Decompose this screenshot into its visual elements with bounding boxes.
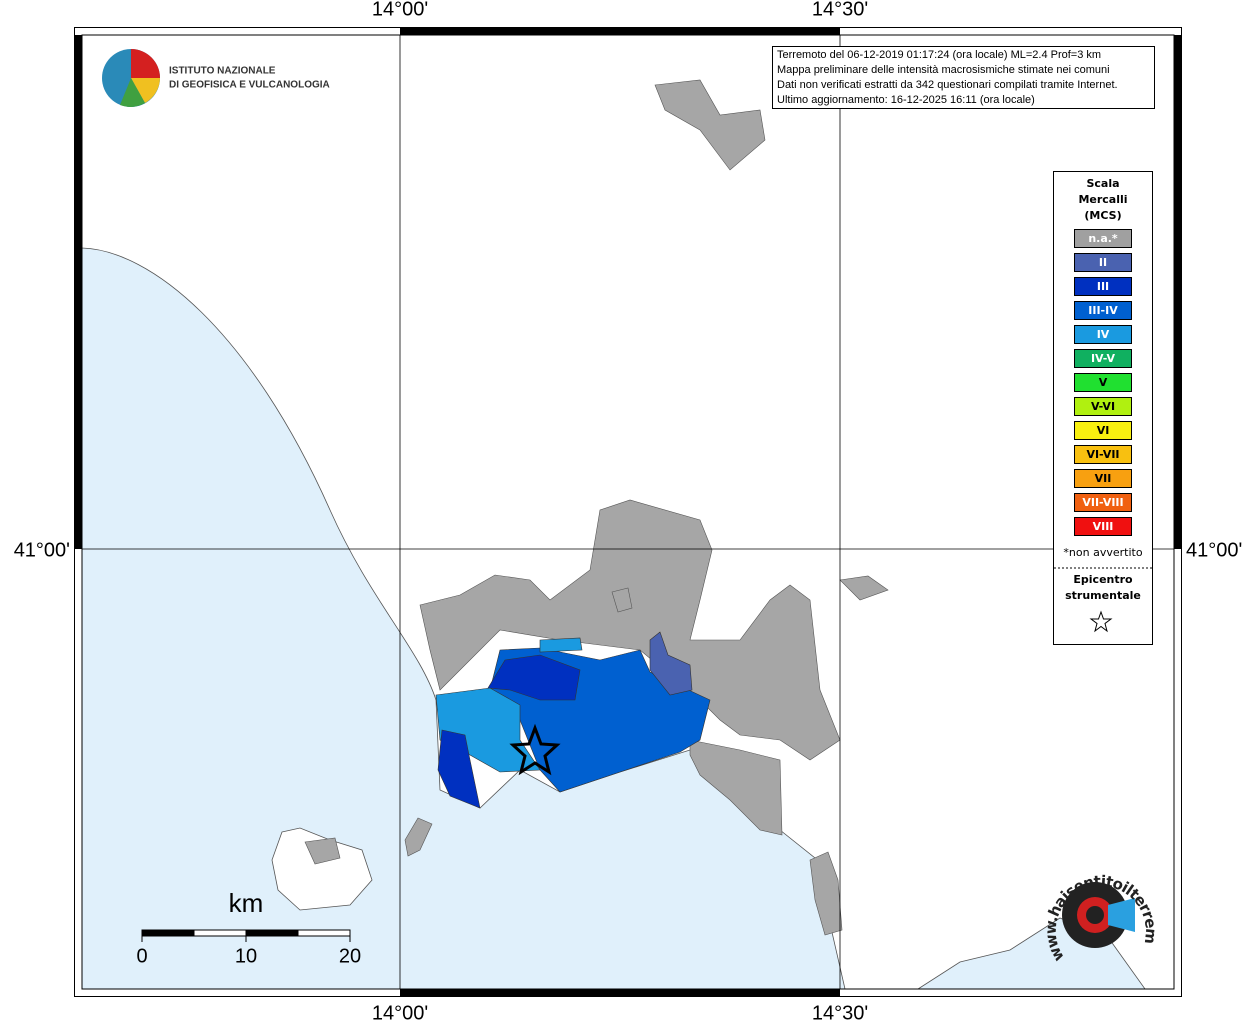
logo-text: ISTITUTO NAZIONALE [169, 66, 276, 77]
legend-label: VIII [1093, 520, 1114, 533]
coord-label: 14°30' [812, 1002, 868, 1024]
legend-swatch [1074, 445, 1132, 464]
frame-bar [74, 35, 82, 549]
legend-label: VII-VIII [1082, 496, 1123, 509]
coord-label: 14°00' [372, 0, 428, 20]
logo-text: DI GEOFISICA E VULCANOLOGIA [169, 80, 330, 91]
legend-note: *non avvertito [1063, 546, 1142, 559]
legend-label: VI [1097, 424, 1110, 437]
epicenter-star [509, 723, 561, 776]
scale-segment [245, 929, 299, 937]
watermark-logo [1108, 898, 1135, 932]
frame-bar [400, 27, 840, 35]
island-procida [404, 817, 433, 857]
info-line: Mappa preliminare delle intensità macros… [777, 64, 1110, 76]
area-ii [649, 631, 693, 696]
watermark-logo [1086, 906, 1104, 924]
legend-label: IV [1097, 328, 1110, 341]
area-iv [539, 637, 583, 653]
frame-bar [1174, 35, 1182, 549]
info-line: Ultimo aggiornamento: 16-12-2025 16:11 (… [777, 94, 1035, 106]
legend-label: III-IV [1088, 304, 1118, 317]
scale-label: 0 [136, 945, 147, 967]
legend-swatch [1074, 301, 1132, 320]
info-line: Dati non verificati estratti da 342 ques… [777, 79, 1118, 91]
legend-swatch [1074, 253, 1132, 272]
coord-label: 41°00' [14, 539, 70, 561]
legend-swatch [1074, 469, 1132, 488]
legend-title: Scala [1086, 177, 1119, 190]
legend-label: IV-V [1091, 352, 1116, 365]
logo-globe [131, 49, 160, 78]
scale-segment [297, 929, 351, 937]
frame-bar [400, 989, 840, 997]
legend-epicenter: strumentale [1065, 589, 1141, 602]
municipality [304, 837, 341, 865]
legend-label: V-VI [1091, 400, 1115, 413]
legend-epicenter: Epicentro [1073, 573, 1133, 586]
legend: ScalaMercalli(MCS)n.a.*IIIIIIII-IVIVIV-V… [1074, 177, 1132, 536]
legend-label: II [1099, 256, 1107, 269]
municipality [689, 739, 783, 836]
coord-label: 14°30' [812, 0, 868, 20]
legend-title: (MCS) [1084, 209, 1121, 222]
municipality [654, 79, 766, 171]
area-iii [437, 729, 481, 809]
coord-label: 14°00' [372, 1002, 428, 1024]
info-box [772, 46, 1155, 109]
logo-globe [120, 78, 145, 107]
island-ischia [271, 827, 373, 911]
legend-title: Mercalli [1078, 193, 1127, 206]
legend-swatch [1074, 349, 1132, 368]
scale-bar: 0 10 20 [136, 929, 361, 967]
legend-star [1089, 610, 1113, 633]
legend-swatch [1074, 373, 1132, 392]
graticule [82, 35, 1174, 989]
municipality [809, 851, 843, 936]
legend-label: VII [1095, 472, 1112, 485]
scale-label: 20 [339, 945, 361, 967]
municipality [419, 499, 841, 761]
municipality [611, 587, 633, 613]
legend-label: V [1099, 376, 1108, 389]
legend-swatch [1074, 397, 1132, 416]
info-line: Terremoto del 06-12-2019 01:17:24 (ora l… [777, 49, 1101, 61]
scale-unit: km [229, 888, 264, 918]
legend-label: VI-VII [1086, 448, 1119, 461]
legend-swatch [1074, 229, 1132, 248]
info-lines: Terremoto del 06-12-2019 01:17:24 (ora l… [777, 49, 1118, 106]
legend-swatch [1074, 517, 1132, 536]
sea [81, 247, 846, 990]
legend-swatch [1074, 421, 1132, 440]
scale-label: 10 [235, 945, 257, 967]
legend-swatch [1074, 325, 1132, 344]
coord-label: 41°00' [1186, 539, 1242, 561]
legend-label: III [1097, 280, 1109, 293]
scale-segment [141, 929, 195, 937]
area-iii [487, 654, 581, 701]
legend-swatch [1074, 493, 1132, 512]
logo-globe [131, 78, 160, 103]
scale-segment [193, 929, 247, 937]
legend-swatch [1074, 277, 1132, 296]
legend-label: n.a.* [1088, 232, 1118, 245]
municipality [839, 575, 889, 601]
